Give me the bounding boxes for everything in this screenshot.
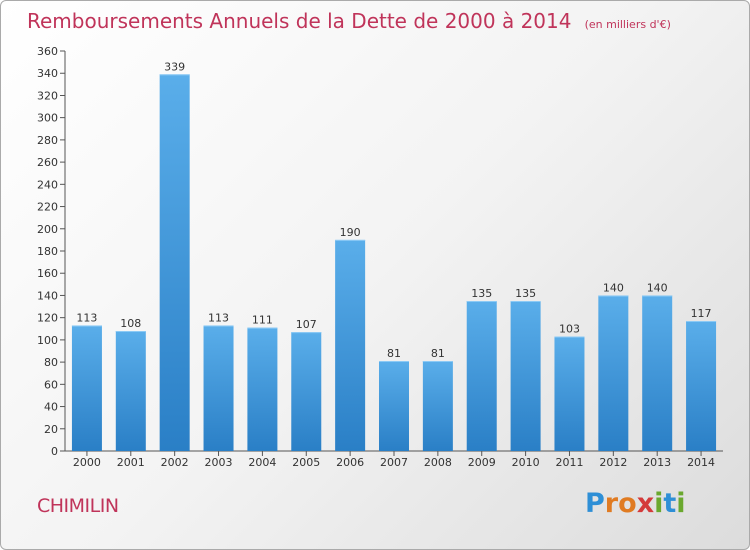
bar [335, 239, 366, 451]
bar [379, 361, 409, 451]
y-tick-label: 220 [37, 201, 58, 214]
y-tick-label: 120 [37, 312, 58, 325]
x-tick-label: 2004 [248, 456, 276, 469]
bar-value-label: 107 [296, 318, 317, 331]
chart-unit: (en milliers d'€) [584, 18, 671, 31]
y-tick-label: 280 [37, 134, 58, 147]
y-tick-label: 360 [37, 45, 58, 58]
y-tick-label: 80 [44, 356, 58, 369]
proxiti-logo: Proxiti [585, 488, 686, 519]
x-tick-label: 2012 [599, 456, 627, 469]
y-tick-label: 260 [37, 156, 58, 169]
y-tick-label: 340 [37, 67, 58, 80]
commune-name: CHIMILIN [37, 495, 119, 517]
x-tick-label: 2006 [336, 456, 364, 469]
y-tick-label: 100 [37, 334, 58, 347]
bar-value-label: 111 [252, 314, 273, 327]
bar-value-label: 108 [120, 317, 141, 330]
bar-value-label: 113 [208, 311, 229, 324]
bar [159, 74, 190, 451]
y-tick-label: 200 [37, 223, 58, 236]
x-tick-label: 2010 [512, 456, 540, 469]
bar [247, 327, 278, 451]
x-tick-label: 2007 [380, 456, 408, 469]
y-tick-label: 180 [37, 245, 58, 258]
logo-letter: i [676, 488, 686, 519]
y-axis: 0 20 40 60 80 100 120 140 160 180 200 220 240 260 280 3… [37, 45, 66, 458]
bar-value-label: 140 [647, 281, 668, 294]
x-axis: 2000 2001 2002 2003 2004 2005 2006 2007 2008 2009… [65, 450, 723, 469]
x-tick-label: 2001 [117, 456, 145, 469]
x-tick-label: 2014 [687, 456, 715, 469]
chart-title: Remboursements Annuels de la Dette de 20… [27, 9, 572, 33]
bar-value-label: 140 [603, 281, 624, 294]
logo-letter: t [663, 488, 677, 519]
bars-group: 113 108 339 113 111 107 190 81 81 135 135 103 140 140… [71, 60, 717, 451]
y-tick-label: 60 [44, 378, 58, 391]
y-tick-label: 20 [44, 423, 58, 436]
x-tick-label: 2002 [161, 456, 189, 469]
bar [203, 325, 234, 451]
bar [598, 295, 629, 451]
bar [554, 336, 585, 451]
bar-value-label: 190 [340, 226, 361, 239]
bar-value-label: 103 [559, 323, 580, 336]
bar [466, 301, 497, 451]
x-tick-label: 2009 [468, 456, 496, 469]
x-tick-label: 2000 [73, 456, 101, 469]
bar-value-label: 339 [164, 60, 185, 73]
y-tick-label: 240 [37, 178, 58, 191]
bar [510, 301, 541, 451]
logo-letter: P [585, 488, 605, 519]
y-tick-label: 160 [37, 267, 58, 280]
x-tick-label: 2008 [424, 456, 452, 469]
bar [642, 295, 673, 451]
bar [115, 331, 146, 451]
bar-value-label: 135 [515, 287, 536, 300]
bar-value-label: 135 [471, 287, 492, 300]
logo-letter: i [654, 488, 664, 519]
x-tick-label: 2013 [643, 456, 671, 469]
x-tick-label: 2003 [205, 456, 233, 469]
bar [686, 321, 717, 451]
y-tick-label: 320 [37, 89, 58, 102]
bar [71, 325, 102, 451]
x-tick-label: 2011 [555, 456, 583, 469]
bar-value-label: 81 [387, 347, 401, 360]
bar-value-label: 113 [76, 311, 97, 324]
logo-letter: o [618, 488, 637, 519]
y-tick-label: 300 [37, 112, 58, 125]
chart-title-row: Remboursements Annuels de la Dette de 20… [27, 9, 671, 33]
bar-value-label: 81 [431, 347, 445, 360]
y-tick-label: 0 [51, 445, 58, 458]
y-tick-label: 140 [37, 289, 58, 302]
bar [291, 332, 322, 451]
y-tick-label: 40 [44, 401, 58, 414]
x-tick-label: 2005 [292, 456, 320, 469]
logo-letter: x [636, 488, 655, 519]
bar [422, 361, 453, 451]
bar-value-label: 117 [691, 307, 712, 320]
logo-letter: r [604, 488, 619, 519]
